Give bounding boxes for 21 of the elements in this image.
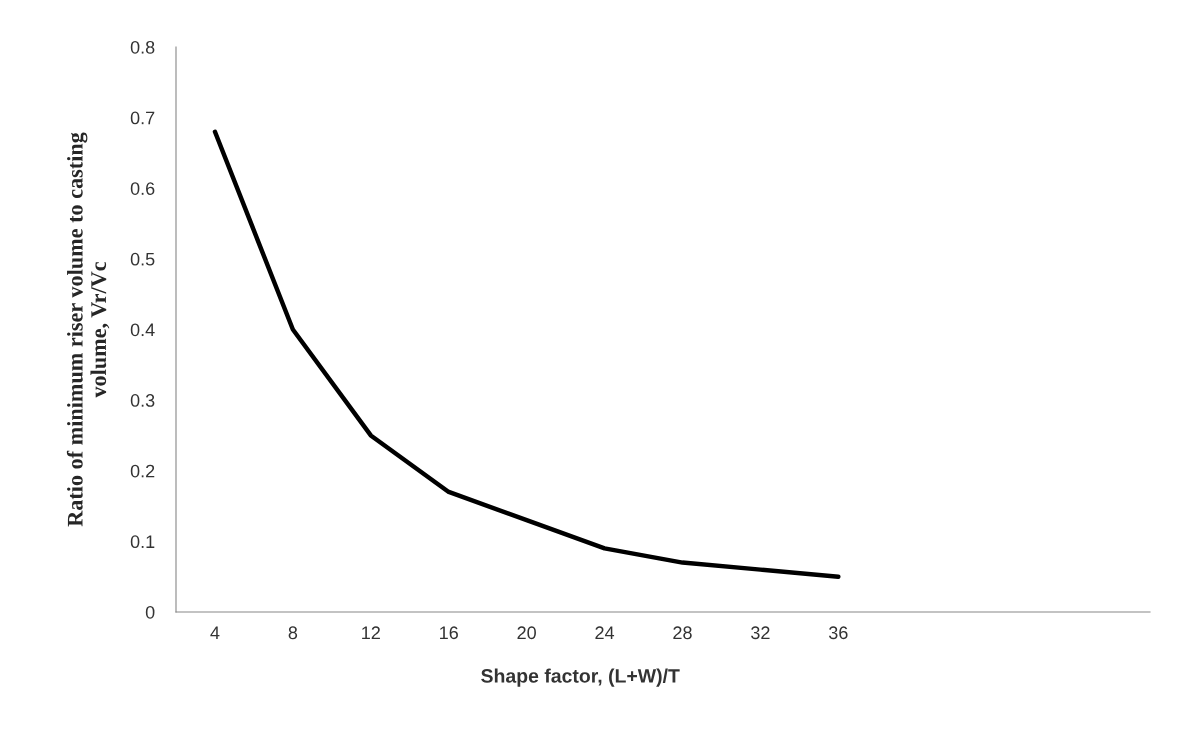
y-tick-label: 0.7 [130, 111, 155, 125]
y-tick-label: 0.5 [130, 252, 155, 266]
x-tick-label: 36 [828, 626, 848, 640]
x-tick-label: 4 [210, 626, 220, 639]
y-tick-label: 0.6 [130, 182, 155, 195]
y-tick-label: 0.4 [130, 323, 155, 337]
x-tick-label: 28 [673, 626, 692, 640]
x-tick-label: 32 [751, 626, 770, 640]
y-tick-label: 0 [145, 605, 155, 619]
y-tick-label: 0.3 [130, 394, 155, 407]
y-tick-label: 0.2 [130, 464, 155, 478]
x-tick-label: 16 [440, 626, 458, 640]
y-tick-label: 0.1 [130, 535, 155, 549]
x-tick-label: 20 [517, 626, 536, 640]
x-tick-label: 12 [362, 626, 380, 639]
x-axis-title: Shape factor, (L+W)/T [481, 668, 680, 687]
line-series [212, 129, 841, 579]
x-tick-label: 24 [595, 626, 615, 639]
y-tick-label: 0.8 [130, 40, 155, 54]
y-axis-title: Ratio of minimum riser volume to casting volume, Vr/Vc [66, 132, 110, 527]
x-tick-label: 8 [288, 626, 298, 640]
